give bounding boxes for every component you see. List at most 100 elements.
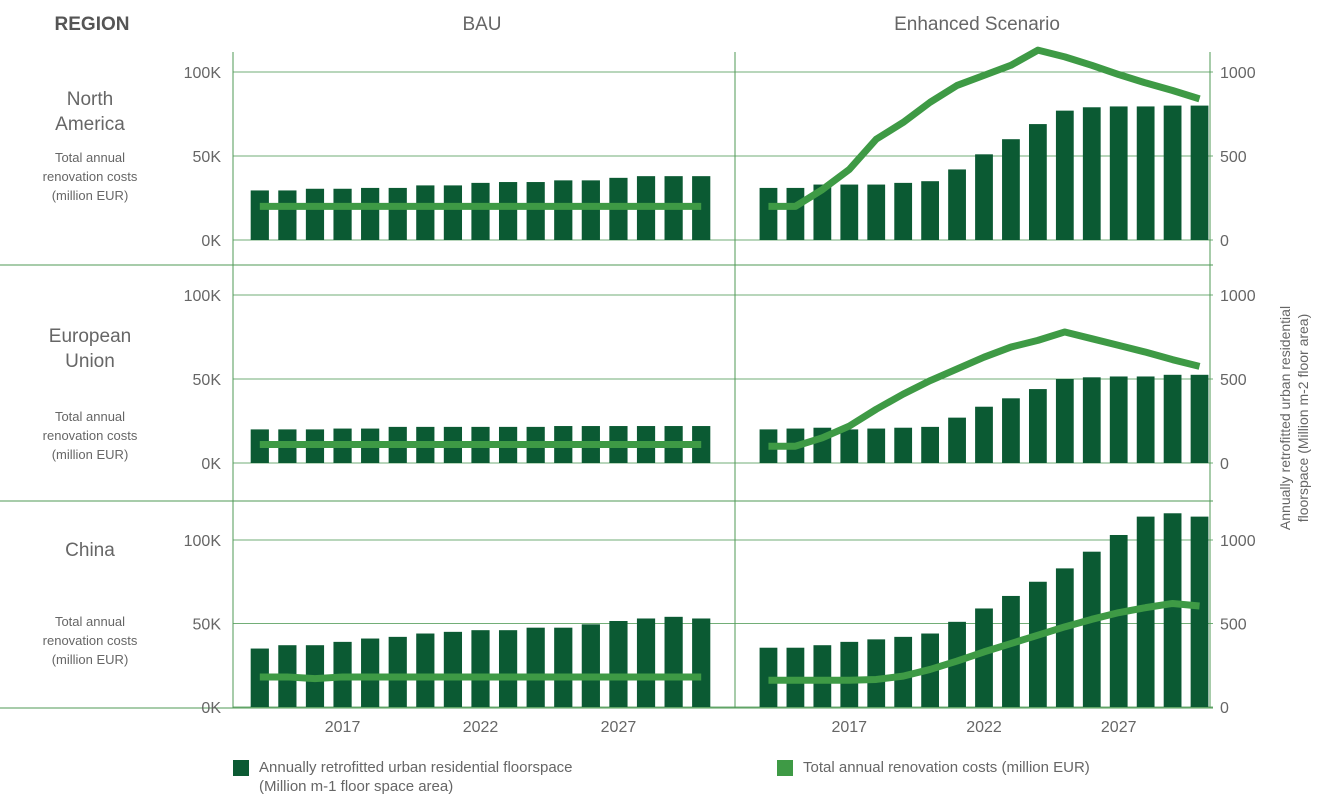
- bar: [581, 624, 600, 707]
- bar: [471, 630, 490, 707]
- legend-bar-label-line1: Annually retrofitted urban residential f…: [259, 759, 573, 776]
- right-tick-label: 0: [1220, 456, 1229, 473]
- bar: [948, 417, 966, 463]
- region-sublabel: Total annual: [55, 409, 125, 424]
- cost-line: [259, 673, 702, 683]
- region-name: China: [65, 540, 115, 561]
- bar: [975, 154, 993, 240]
- bar: [526, 182, 545, 240]
- left-tick-label: 50K: [193, 372, 222, 389]
- bar: [1082, 107, 1101, 240]
- bar: [609, 620, 628, 707]
- right-tick-label: 500: [1220, 372, 1247, 389]
- legend-line-swatch: [777, 760, 793, 776]
- bar: [305, 188, 325, 240]
- bar: [526, 627, 545, 707]
- region-name: America: [55, 114, 125, 135]
- right-axis-label: Annually retrofitted urban residential fl…: [1277, 306, 1311, 530]
- x-tick-label: 2022: [966, 719, 1002, 736]
- bar: [333, 188, 352, 240]
- bar: [250, 190, 269, 240]
- bar: [498, 182, 518, 240]
- bar: [416, 633, 435, 707]
- cost-line: [768, 46, 1201, 210]
- bar: [361, 638, 380, 707]
- right-tick-label: 500: [1220, 149, 1247, 166]
- x-tick-label: 2027: [1101, 719, 1137, 736]
- bar: [1190, 374, 1209, 463]
- bar: [948, 169, 966, 240]
- region-name: European: [49, 326, 131, 347]
- bar: [921, 426, 940, 463]
- legend-line: Total annual renovation costs (million E…: [777, 758, 1090, 777]
- bar: [1109, 376, 1128, 463]
- bar: [1002, 595, 1020, 707]
- region-sublabel: renovation costs: [43, 169, 138, 184]
- bar: [443, 631, 463, 707]
- bar: [840, 184, 859, 240]
- bar: [1136, 106, 1155, 240]
- bar: [1190, 105, 1209, 240]
- legend-bars: Annually retrofitted urban residential f…: [233, 758, 573, 796]
- x-tick-label: 2022: [463, 719, 499, 736]
- bar: [894, 636, 913, 707]
- bar: [554, 180, 573, 240]
- bar: [1163, 105, 1182, 240]
- bar: [1163, 374, 1182, 463]
- bar: [813, 184, 832, 240]
- bar: [1002, 398, 1020, 463]
- bar: [921, 181, 940, 240]
- region-sublabel: Total annual: [55, 150, 125, 165]
- right-tick-label: 0: [1220, 700, 1229, 717]
- bar: [1136, 376, 1155, 463]
- left-tick-label: 0K: [201, 233, 221, 250]
- bar: [975, 608, 993, 707]
- bar: [664, 616, 683, 707]
- bar: [786, 187, 805, 240]
- bar: [1055, 110, 1074, 240]
- bar: [388, 187, 407, 240]
- bar: [692, 618, 711, 707]
- bar: [975, 406, 993, 463]
- legend-bar-swatch: [233, 760, 249, 776]
- bar: [471, 182, 490, 240]
- region-sublabel: renovation costs: [43, 633, 138, 648]
- bar: [1028, 389, 1047, 463]
- bar: [1109, 106, 1128, 240]
- left-tick-label: 50K: [193, 149, 222, 166]
- bar: [361, 187, 380, 240]
- x-tick-label: 2027: [601, 719, 637, 736]
- bar: [1002, 139, 1020, 240]
- region-column-header: REGION: [55, 14, 130, 35]
- bar: [867, 428, 886, 463]
- bar: [416, 185, 435, 240]
- left-tick-label: 0K: [201, 456, 221, 473]
- region-name: North: [67, 89, 113, 110]
- bar: [867, 184, 886, 240]
- left-tick-label: 100K: [184, 288, 222, 305]
- right-tick-label: 0: [1220, 233, 1229, 250]
- bar: [1055, 379, 1074, 463]
- bar: [813, 645, 832, 707]
- bar: [388, 636, 407, 707]
- bar: [443, 185, 463, 240]
- region-sublabel: Total annual: [55, 614, 125, 629]
- legend-line-label: Total annual renovation costs (million E…: [803, 759, 1090, 776]
- region-sublabel: renovation costs: [43, 428, 138, 443]
- x-tick-label: 2017: [325, 719, 361, 736]
- right-tick-label: 1000: [1220, 65, 1256, 82]
- bar: [1028, 124, 1047, 240]
- chart: REGION BAU Enhanced Scenario Annually re…: [0, 14, 1311, 736]
- right-tick-label: 1000: [1220, 288, 1256, 305]
- bar: [498, 630, 518, 707]
- bar: [867, 639, 886, 707]
- bar: [1163, 513, 1182, 707]
- bar: [1082, 551, 1101, 707]
- region-sublabel: (million EUR): [52, 447, 129, 462]
- bar: [840, 429, 859, 463]
- left-tick-label: 0K: [201, 700, 221, 717]
- bar: [1109, 534, 1128, 707]
- bar: [840, 641, 859, 707]
- bar: [759, 187, 778, 240]
- bar: [1136, 516, 1155, 707]
